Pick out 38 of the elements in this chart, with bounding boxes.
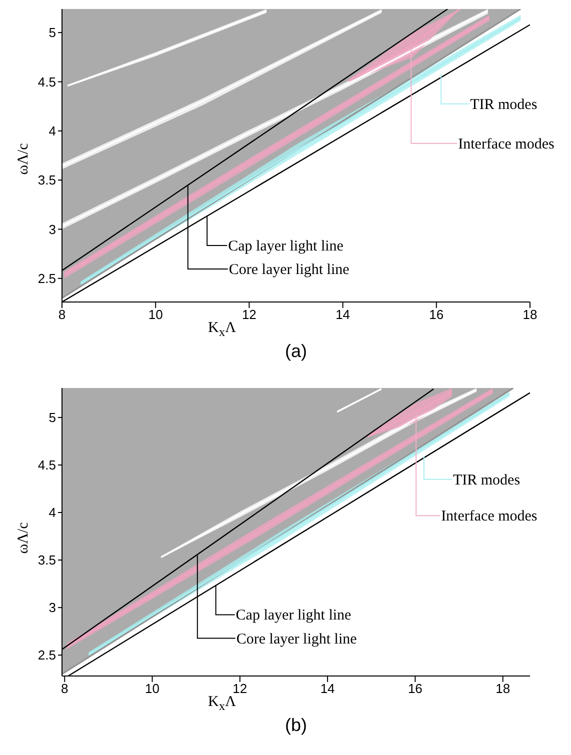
text: (a): [284, 340, 308, 362]
text: (b): [284, 714, 308, 736]
annotation: Interface modes: [441, 508, 538, 525]
x-tick-label: 12: [242, 307, 256, 322]
y-tick-label: 5: [48, 25, 56, 40]
annotation: TIR modes: [470, 96, 538, 113]
y-axis-title: ωΛ/c: [16, 143, 32, 175]
x-axis-title: K$_{x}$Λ: [208, 320, 236, 340]
x-tick-label: 8: [61, 681, 68, 696]
annotation: Core layer light line: [228, 262, 350, 278]
x-tick-label: 16: [429, 307, 444, 322]
y-tick-label: 2.5: [38, 271, 56, 286]
x-tick-label: 8: [58, 307, 66, 322]
x-tick-label: 18: [522, 307, 538, 322]
x-tick-label: 10: [148, 307, 163, 322]
annotation: Core layer light line: [236, 631, 358, 648]
y-tick-label: 4.5: [38, 458, 56, 473]
y-tick-label: 3.5: [38, 172, 56, 188]
y-tick-label: 3: [48, 600, 56, 616]
y-tick-label: 4.5: [38, 74, 56, 90]
annotation: Cap layer light line: [236, 608, 352, 624]
y-tick-label: 4: [48, 124, 56, 139]
annotation: TIR modes: [452, 472, 520, 488]
x-tick-label: 14: [336, 307, 350, 322]
x-axis-title: K$_{x}$Λ: [208, 694, 236, 714]
y-tick-label: 5: [48, 410, 56, 426]
y-tick-label: 2.5: [38, 648, 56, 663]
y-tick-label: 4: [48, 505, 56, 520]
x-tick-label: 12: [232, 681, 248, 696]
x-tick-label: 18: [496, 681, 510, 696]
x-tick-label: 14: [320, 681, 335, 696]
annotation: Interface modes: [458, 136, 554, 152]
x-tick-label: 10: [145, 681, 160, 696]
y-axis-title: ωΛ/c: [16, 522, 32, 554]
y-tick-label: 3.5: [38, 552, 56, 568]
x-tick-label: 16: [408, 681, 422, 696]
annotation: Cap layer light line: [228, 238, 344, 254]
y-tick-label: 3: [48, 222, 56, 237]
